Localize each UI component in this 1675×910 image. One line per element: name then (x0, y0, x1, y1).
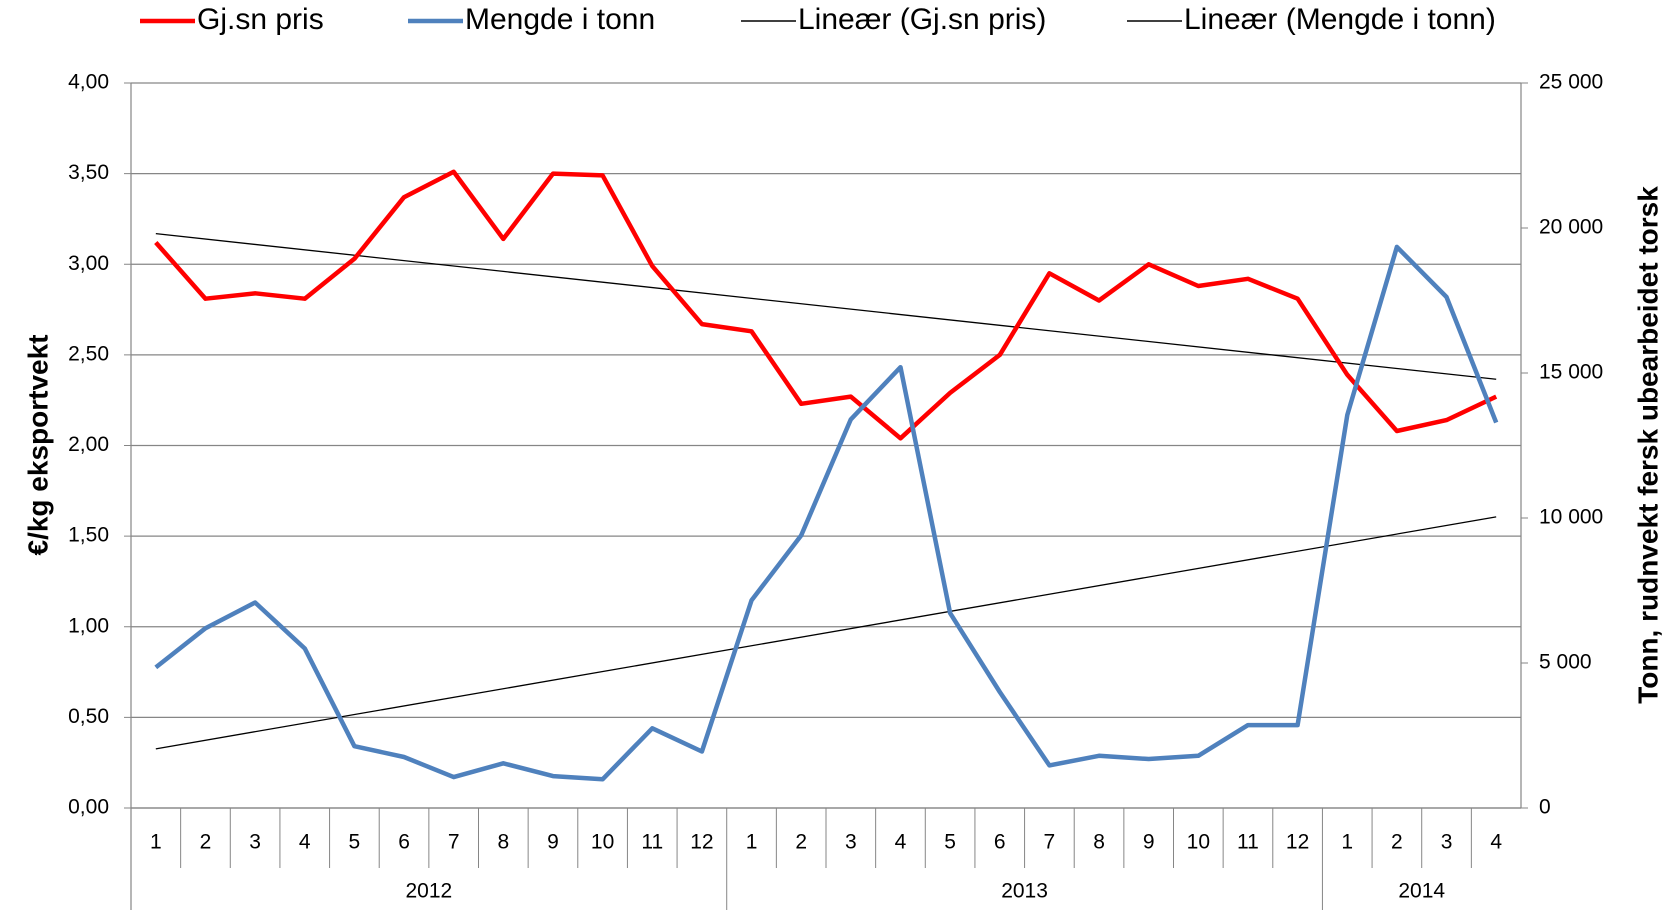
x-tick-label: 10 (1187, 831, 1210, 854)
legend-label: Mengde i tonn (465, 3, 655, 36)
trendline (155, 516, 1497, 750)
y-axis-label: €/kg eksportvekt (22, 335, 53, 556)
x-tick-label: 10 (591, 831, 614, 854)
y2-tick-label: 20 000 (1539, 216, 1603, 239)
x-tick-label: 1 (150, 831, 162, 854)
x-tick-label: 7 (1044, 831, 1056, 854)
series-line (154, 169, 1498, 441)
x-tick-label: 6 (994, 831, 1006, 854)
x-tick-label: 9 (547, 831, 559, 854)
y2-tick-label: 25 000 (1539, 71, 1603, 94)
x-tick-label: 4 (895, 831, 907, 854)
x-tick-label: 3 (845, 831, 857, 854)
x-tick-label: 4 (1490, 831, 1502, 854)
x-tick-label: 3 (249, 831, 261, 854)
y-tick-label: 0,50 (68, 705, 109, 728)
y-tick-label: 3,00 (68, 252, 109, 275)
y-tick-label: 2,00 (68, 433, 109, 456)
year-label: 2014 (1398, 880, 1445, 903)
x-tick-label: 5 (944, 831, 956, 854)
trendline (155, 233, 1497, 380)
x-tick-label: 12 (690, 831, 713, 854)
legend-label: Gj.sn pris (197, 3, 324, 36)
y2-tick-label: 0 (1539, 796, 1551, 819)
x-tick-label: 2 (795, 831, 807, 854)
y-tick-label: 3,50 (68, 161, 109, 184)
x-tick-label: 11 (641, 831, 663, 854)
y-tick-label: 2,50 (68, 342, 109, 365)
year-label: 2012 (405, 880, 452, 903)
x-tick-label: 2 (200, 831, 212, 854)
y-tick-label: 1,50 (68, 524, 109, 547)
x-tick-label: 3 (1441, 831, 1453, 854)
x-tick-label: 6 (398, 831, 410, 854)
year-label: 2013 (1001, 880, 1048, 903)
y2-tick-label: 5 000 (1539, 651, 1592, 674)
x-tick-label: 1 (746, 831, 758, 854)
series-line (154, 244, 1499, 782)
x-tick-label: 5 (349, 831, 361, 854)
y2-tick-label: 10 000 (1539, 506, 1603, 529)
x-tick-label: 4 (299, 831, 311, 854)
legend-label: Lineær (Mengde i tonn) (1184, 3, 1496, 36)
x-tick-label: 2 (1391, 831, 1403, 854)
y-tick-label: 4,00 (68, 71, 109, 94)
y-tick-label: 1,00 (68, 614, 109, 637)
y2-tick-label: 15 000 (1539, 361, 1603, 384)
y2-axis-label: Tonn, rudnvekt fersk ubearbeidet torsk (1632, 186, 1663, 704)
x-tick-label: 11 (1237, 831, 1259, 854)
y-tick-label: 0,00 (68, 796, 109, 819)
x-tick-label: 9 (1143, 831, 1155, 854)
x-tick-label: 1 (1341, 831, 1353, 854)
x-tick-label: 7 (448, 831, 460, 854)
legend-label: Lineær (Gj.sn pris) (798, 3, 1046, 36)
x-tick-label: 8 (497, 831, 509, 854)
x-tick-label: 8 (1093, 831, 1105, 854)
x-tick-label: 12 (1286, 831, 1309, 854)
